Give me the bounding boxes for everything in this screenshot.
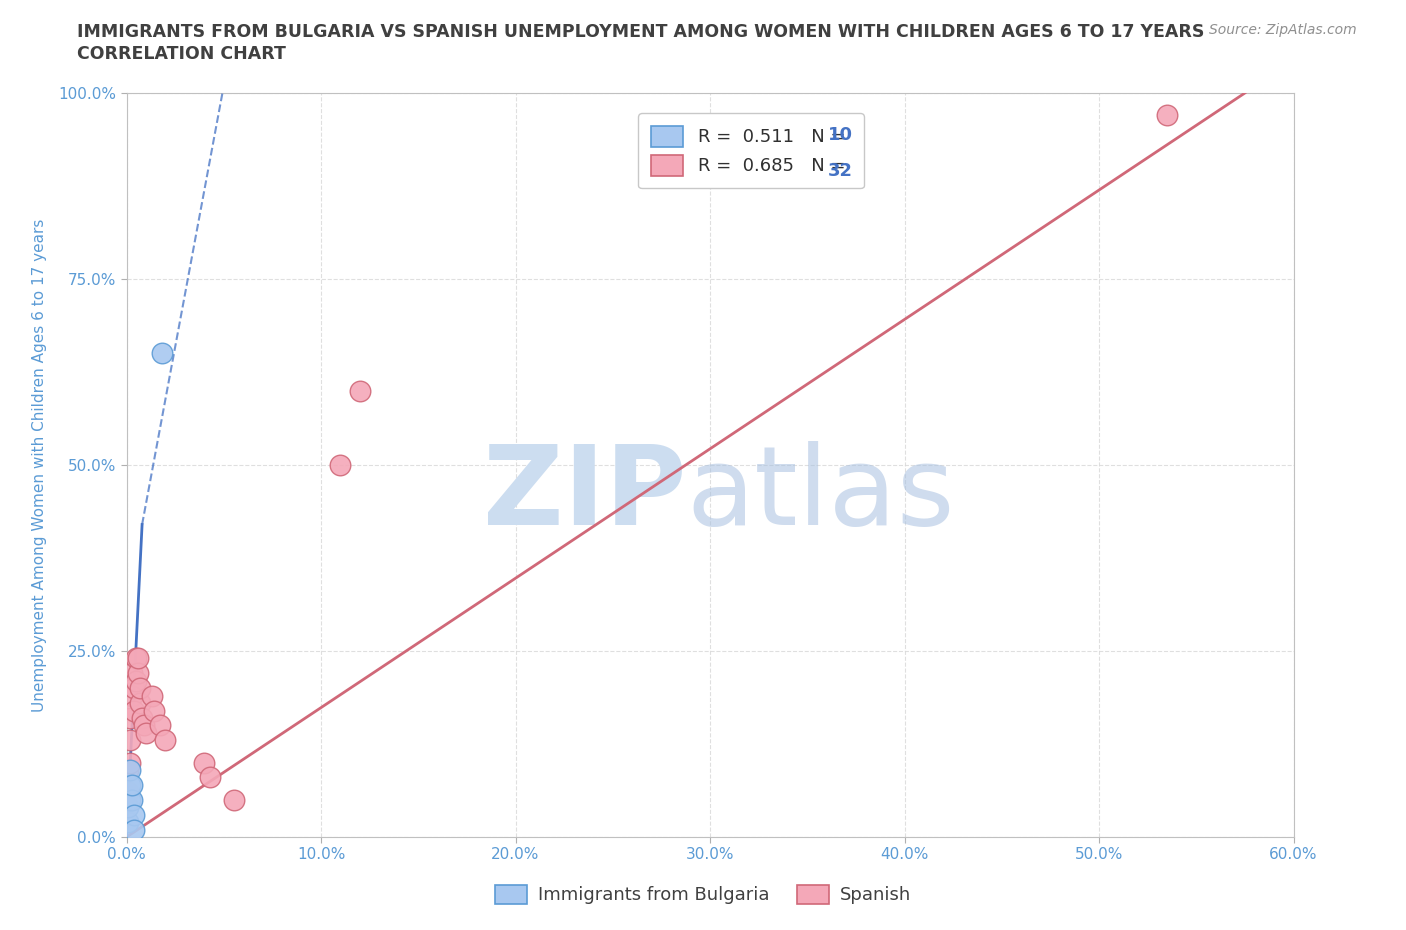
- Point: [121, 777, 143, 792]
- Point: [120, 733, 142, 748]
- Point: [125, 673, 148, 688]
- Text: ZIP: ZIP: [484, 441, 686, 549]
- Text: 32: 32: [828, 162, 853, 179]
- Point: [198, 770, 221, 785]
- Text: atlas: atlas: [686, 441, 955, 549]
- Point: [150, 346, 173, 361]
- Point: [121, 792, 143, 807]
- Point: [125, 651, 148, 666]
- Legend: R =  0.511   N = , R =  0.685   N = : R = 0.511 N = , R = 0.685 N =: [638, 113, 863, 188]
- Point: [120, 755, 142, 770]
- Point: [117, 815, 139, 830]
- Point: [193, 755, 215, 770]
- Point: [117, 785, 139, 800]
- Point: [132, 718, 155, 733]
- Point: [129, 696, 152, 711]
- Point: [222, 792, 245, 807]
- Point: [124, 807, 146, 822]
- Point: [117, 800, 139, 815]
- Legend: Immigrants from Bulgaria, Spanish: Immigrants from Bulgaria, Spanish: [488, 878, 918, 911]
- Point: [149, 718, 172, 733]
- Point: [141, 688, 163, 703]
- Text: 10: 10: [828, 126, 853, 143]
- Point: [124, 703, 146, 718]
- Point: [135, 725, 157, 740]
- Point: [120, 711, 142, 725]
- Y-axis label: Unemployment Among Women with Children Ages 6 to 17 years: Unemployment Among Women with Children A…: [32, 219, 46, 711]
- Point: [124, 822, 146, 837]
- Point: [129, 681, 152, 696]
- Text: IMMIGRANTS FROM BULGARIA VS SPANISH UNEMPLOYMENT AMONG WOMEN WITH CHILDREN AGES : IMMIGRANTS FROM BULGARIA VS SPANISH UNEM…: [77, 23, 1205, 41]
- Point: [120, 763, 142, 777]
- Point: [121, 666, 143, 681]
- Point: [117, 763, 139, 777]
- Point: [124, 681, 146, 696]
- Point: [121, 688, 143, 703]
- Point: [127, 666, 149, 681]
- Point: [329, 458, 352, 472]
- Point: [155, 733, 177, 748]
- Text: Source: ZipAtlas.com: Source: ZipAtlas.com: [1209, 23, 1357, 37]
- Point: [127, 651, 149, 666]
- Point: [120, 777, 142, 792]
- Point: [131, 711, 153, 725]
- Point: [142, 703, 165, 718]
- Point: [1156, 108, 1178, 123]
- Point: [120, 792, 142, 807]
- Text: CORRELATION CHART: CORRELATION CHART: [77, 45, 287, 62]
- Point: [349, 383, 371, 398]
